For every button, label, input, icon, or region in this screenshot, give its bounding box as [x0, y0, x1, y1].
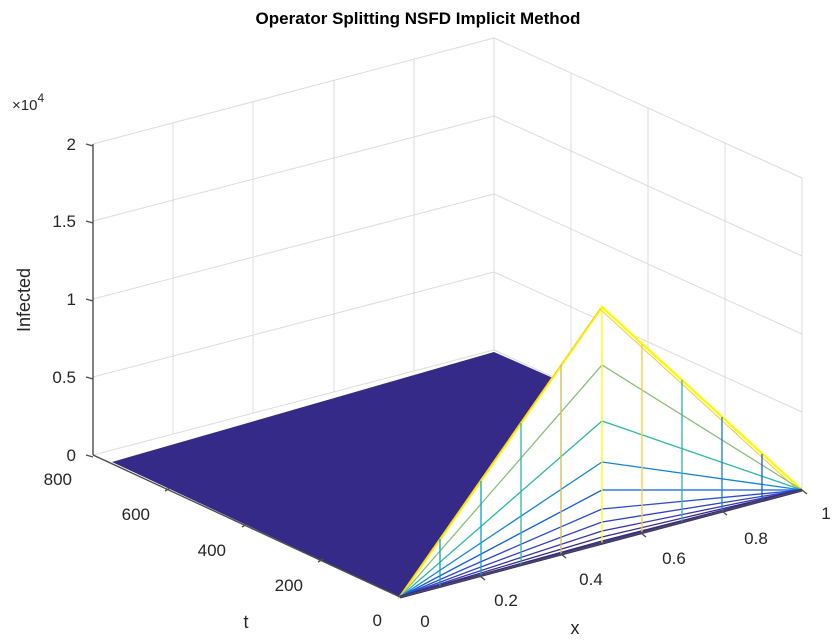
- z-tick-1.5: 1.5: [52, 212, 76, 231]
- t-tick-400: 400: [198, 541, 226, 560]
- t-axis-ticks: 800 600 400 200 0: [44, 470, 382, 630]
- t-tick-800: 800: [44, 470, 72, 489]
- z-exponent: ×104: [12, 91, 44, 114]
- svg-text:×104: ×104: [12, 91, 44, 114]
- z-tick-0.5: 0.5: [52, 368, 76, 387]
- axes-lines: [92, 144, 803, 598]
- z-tick-2: 2: [67, 135, 76, 154]
- x-tick-0.2: 0.2: [494, 591, 518, 610]
- t-tick-200: 200: [275, 576, 303, 595]
- z-tick-0: 0: [67, 446, 76, 465]
- hat-mesh: [397, 305, 803, 600]
- x-axis-ticks: 0 0.2 0.4 0.6 0.8 1: [420, 489, 831, 631]
- x-tick-1: 1: [821, 504, 830, 523]
- t-axis-label: t: [243, 612, 248, 632]
- x-tick-0.6: 0.6: [662, 549, 686, 568]
- z-axis-ticks: 2 1.5 1 0.5 0: [52, 135, 94, 465]
- back-right-wall-grid: [493, 37, 803, 491]
- x-axis-label: x: [571, 618, 580, 638]
- flat-surface: [112, 352, 562, 597]
- t-tick-600: 600: [122, 505, 150, 524]
- x-tick-0: 0: [420, 612, 429, 631]
- z-axis-label: Infected: [14, 268, 34, 332]
- t-tick-0: 0: [373, 611, 382, 630]
- z-tick-1: 1: [67, 290, 76, 309]
- back-left-wall-grid: [92, 37, 495, 456]
- chart-title: Operator Splitting NSFD Implicit Method: [256, 9, 581, 28]
- x-tick-0.8: 0.8: [744, 529, 768, 548]
- x-tick-0.4: 0.4: [579, 570, 603, 589]
